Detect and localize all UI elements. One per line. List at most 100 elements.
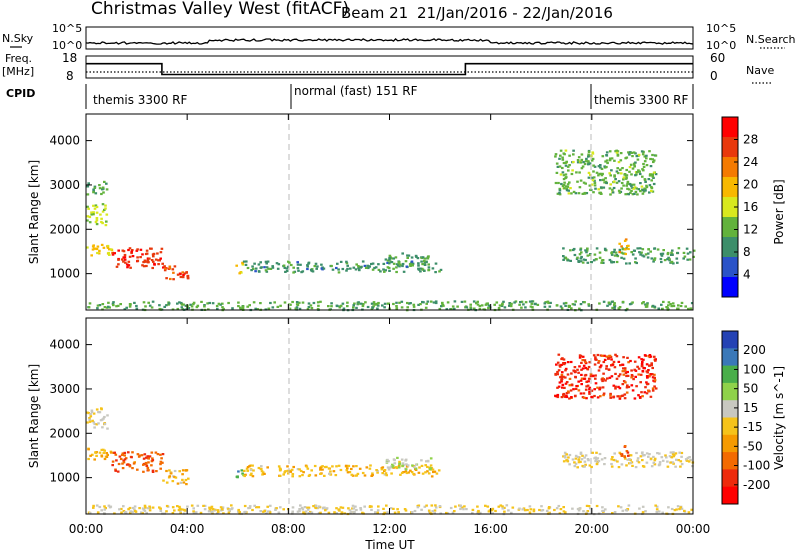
echo-cell-region-9	[588, 391, 591, 394]
echo-cell-region-11	[111, 302, 115, 305]
echo-cell-region-11	[453, 307, 456, 310]
echo-cell-region-10	[564, 185, 568, 188]
echo-cell-region-7	[406, 256, 409, 259]
echo-cell-region-8	[582, 258, 586, 261]
colorbar-swatch	[722, 197, 738, 218]
echo-cell-region-8	[632, 249, 636, 252]
echo-cell-region-1	[122, 250, 126, 253]
echo-cell-region-5	[404, 470, 407, 473]
echo-cell-region-11	[190, 305, 194, 308]
echo-cell-region-5	[384, 472, 388, 475]
echo-cell-region-10	[347, 507, 350, 510]
echo-cell-region-6	[398, 460, 401, 463]
echo-cell-region-9	[633, 368, 636, 371]
echo-cell-region-10	[604, 177, 607, 180]
echo-cell-region-0	[90, 254, 93, 257]
echo-cell-region-11	[409, 302, 412, 305]
echo-cell-region-6	[296, 267, 300, 270]
echo-cell-region-9	[567, 390, 570, 393]
echo-cell-region-9	[641, 360, 644, 363]
echo-cell-region-3	[90, 213, 93, 216]
echo-cell-region-2	[179, 275, 183, 279]
echo-cell-region-8	[650, 257, 654, 260]
echo-cell-region-10	[587, 171, 591, 174]
echo-cell-region-11	[276, 305, 280, 308]
echo-cell-region-10	[389, 507, 393, 510]
echo-cell-region-10	[416, 506, 420, 509]
echo-cell-region-10	[179, 510, 182, 513]
echo-cell-region-10	[571, 507, 574, 510]
echo-cell-region-10	[561, 166, 564, 170]
echo-cell-region-10	[630, 189, 633, 192]
echo-cell-region-7	[579, 460, 582, 463]
echo-cell-region-10	[587, 155, 590, 158]
freq-panel: Freq. [MHz] 18 8 60 0 Nave	[2, 51, 774, 84]
echo-cell-region-10	[611, 188, 614, 191]
echo-cell-region-3	[86, 411, 89, 414]
echo-cell-region-9	[607, 357, 610, 360]
echo-cell-region-10	[579, 161, 583, 164]
echo-cell-region-11	[559, 305, 563, 308]
echo-cell-region-10	[104, 507, 107, 510]
echo-cell-region-9	[581, 367, 585, 370]
echo-cell-region-9	[560, 396, 564, 399]
echo-cell-region-8	[677, 247, 681, 250]
echo-cell-region-10	[558, 189, 562, 192]
echo-cell-region-9	[585, 380, 588, 383]
echo-cell-region-10	[314, 506, 318, 510]
echo-cell-region-10	[587, 163, 590, 166]
echo-cell-region-10	[633, 192, 636, 195]
echo-cell-region-7	[603, 463, 606, 466]
echo-cell-region-10	[579, 179, 583, 182]
echo-cell-region-10	[592, 170, 595, 173]
echo-cell-region-11	[359, 302, 363, 305]
echo-cell-region-8	[621, 252, 625, 255]
echo-cell-region-11	[101, 303, 105, 306]
echo-cell-region-3	[90, 411, 94, 414]
echo-cell-region-11	[241, 306, 245, 309]
echo-cell-region-5	[421, 472, 425, 475]
echo-cell-region-9	[601, 379, 604, 383]
echo-cell-region-10	[605, 154, 609, 157]
echo-cell-region-10	[633, 163, 636, 166]
echo-cell-region-11	[376, 304, 380, 307]
echo-cell-region-3	[103, 208, 106, 211]
echo-cell-region-10	[613, 175, 616, 178]
echo-cell-region-8	[692, 249, 696, 252]
echo-cell-region-10	[643, 155, 647, 158]
echo-cell-region-11	[267, 307, 271, 310]
echo-cell-region-10	[555, 507, 559, 510]
echo-cell-region-11	[339, 304, 343, 307]
echo-cell-region-6	[377, 268, 381, 271]
echo-cell-region-10	[628, 166, 632, 169]
echo-cell-region-9	[645, 381, 648, 384]
echo-cell-region-7	[641, 459, 644, 462]
echo-cell-region-9	[587, 380, 590, 383]
echo-cell-region-5	[346, 471, 350, 474]
echo-cell-region-10	[451, 511, 455, 514]
echo-cell-region-5	[308, 473, 312, 477]
echo-cell-region-7	[563, 454, 567, 457]
echo-cell-region-5	[345, 469, 349, 472]
echo-cell-region-10	[376, 509, 380, 512]
echo-cell-region-9	[587, 365, 591, 369]
echo-cell-region-10	[92, 504, 95, 507]
echo-cell-region-9	[585, 385, 588, 388]
echo-cell-region-6	[345, 269, 348, 272]
echo-cell-region-10	[359, 508, 363, 511]
echo-cell-region-11	[528, 300, 532, 303]
echo-cell-region-9	[572, 388, 575, 391]
echo-cell-region-10	[561, 158, 565, 161]
echo-cell-region-10	[269, 504, 272, 507]
echo-cell-region-6	[397, 466, 401, 469]
echo-cell-region-11	[167, 302, 171, 305]
echo-cell-region-8	[631, 253, 635, 256]
echo-cell-region-1	[129, 266, 132, 269]
echo-cell-region-6	[358, 269, 361, 272]
echo-cell-region-9	[580, 373, 583, 376]
echo-cell-region-6	[345, 260, 348, 263]
echo-cell-region-10	[690, 508, 693, 511]
echo-cell-region-1	[146, 455, 149, 458]
echo-cell-region-9	[564, 376, 567, 379]
